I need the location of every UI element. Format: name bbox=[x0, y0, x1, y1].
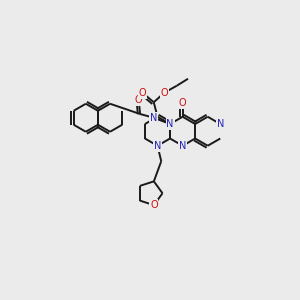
Text: O: O bbox=[179, 98, 186, 108]
Text: O: O bbox=[135, 95, 142, 105]
Text: O: O bbox=[179, 98, 186, 108]
Text: N: N bbox=[179, 141, 186, 151]
Text: N: N bbox=[217, 119, 224, 129]
Text: O: O bbox=[160, 88, 168, 98]
Text: N: N bbox=[154, 141, 161, 151]
Text: O: O bbox=[150, 200, 158, 210]
Text: N: N bbox=[217, 119, 224, 129]
Text: O: O bbox=[150, 200, 158, 210]
Text: O: O bbox=[160, 88, 168, 98]
Text: O: O bbox=[139, 88, 146, 98]
Text: N: N bbox=[150, 113, 158, 123]
Text: O: O bbox=[139, 88, 146, 98]
Text: O: O bbox=[135, 95, 142, 105]
Text: N: N bbox=[167, 119, 174, 129]
Text: N: N bbox=[154, 141, 161, 151]
Text: N: N bbox=[167, 119, 174, 129]
Text: N: N bbox=[179, 141, 186, 151]
Text: N: N bbox=[150, 113, 158, 123]
